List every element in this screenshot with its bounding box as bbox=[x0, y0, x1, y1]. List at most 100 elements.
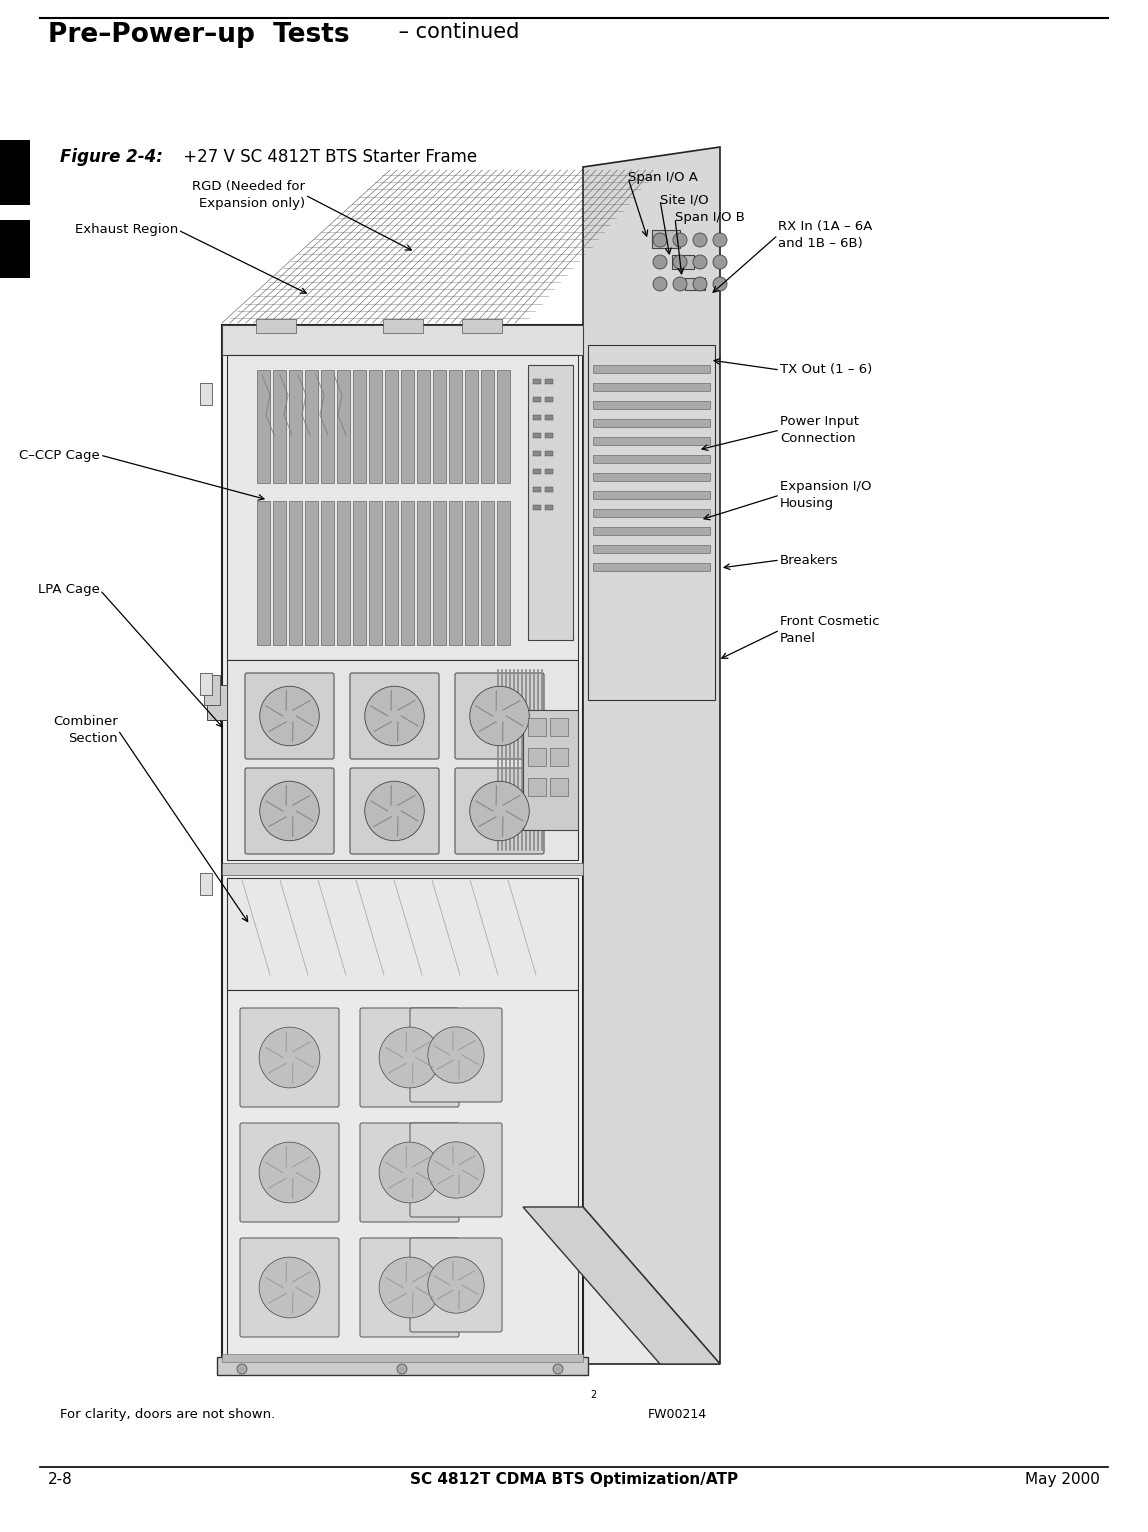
Bar bbox=[433, 501, 447, 645]
Bar bbox=[685, 277, 705, 290]
Circle shape bbox=[236, 1363, 247, 1374]
Bar bbox=[321, 501, 334, 645]
Bar bbox=[594, 473, 709, 481]
Bar bbox=[227, 878, 577, 990]
Bar bbox=[369, 501, 382, 645]
FancyBboxPatch shape bbox=[410, 1123, 502, 1216]
Bar bbox=[321, 371, 334, 483]
Bar bbox=[523, 709, 577, 830]
Text: Site I/O: Site I/O bbox=[660, 193, 708, 207]
Bar bbox=[433, 371, 447, 483]
Bar bbox=[273, 501, 286, 645]
FancyBboxPatch shape bbox=[350, 768, 439, 853]
Bar bbox=[594, 490, 709, 499]
Bar bbox=[352, 371, 366, 483]
Bar bbox=[305, 371, 318, 483]
Bar bbox=[449, 371, 461, 483]
Circle shape bbox=[379, 1026, 440, 1088]
Bar bbox=[594, 509, 709, 516]
Circle shape bbox=[259, 1141, 320, 1203]
Bar bbox=[0, 221, 30, 277]
Text: RGD (Needed for
Expansion only): RGD (Needed for Expansion only) bbox=[192, 181, 305, 210]
Bar bbox=[594, 401, 709, 409]
Circle shape bbox=[428, 1026, 484, 1083]
Bar bbox=[401, 501, 414, 645]
Text: Span I/O A: Span I/O A bbox=[628, 172, 698, 184]
Circle shape bbox=[470, 686, 529, 746]
FancyBboxPatch shape bbox=[240, 1123, 339, 1223]
FancyBboxPatch shape bbox=[240, 1008, 339, 1108]
Text: RX In (1A – 6A
and 1B – 6B): RX In (1A – 6A and 1B – 6B) bbox=[778, 221, 872, 250]
Text: 2-8: 2-8 bbox=[48, 1472, 72, 1488]
Text: Pre–Power–up  Tests: Pre–Power–up Tests bbox=[48, 21, 350, 47]
Circle shape bbox=[259, 781, 319, 841]
Bar bbox=[497, 371, 510, 483]
Circle shape bbox=[379, 1258, 440, 1318]
Text: FW00214: FW00214 bbox=[647, 1408, 707, 1422]
Bar bbox=[528, 365, 573, 640]
Bar bbox=[417, 371, 430, 483]
Bar bbox=[401, 371, 414, 483]
Circle shape bbox=[365, 781, 425, 841]
Text: SC 4812T CDMA BTS Optimization/ATP: SC 4812T CDMA BTS Optimization/ATP bbox=[410, 1472, 738, 1488]
Circle shape bbox=[693, 233, 707, 247]
Circle shape bbox=[365, 686, 425, 746]
Bar bbox=[200, 873, 212, 895]
Circle shape bbox=[470, 781, 529, 841]
Bar bbox=[545, 415, 553, 420]
Bar bbox=[305, 501, 318, 645]
Bar bbox=[200, 673, 212, 696]
Circle shape bbox=[259, 1026, 320, 1088]
Text: 2: 2 bbox=[7, 224, 23, 247]
Bar bbox=[594, 527, 709, 535]
Circle shape bbox=[653, 233, 667, 247]
Bar bbox=[465, 501, 478, 645]
Bar bbox=[338, 371, 350, 483]
Polygon shape bbox=[583, 147, 720, 1363]
Bar bbox=[545, 469, 553, 473]
Circle shape bbox=[397, 1363, 408, 1374]
Bar bbox=[533, 487, 541, 492]
Bar bbox=[545, 378, 553, 385]
FancyBboxPatch shape bbox=[360, 1238, 459, 1337]
Bar bbox=[528, 719, 546, 735]
Bar bbox=[257, 501, 270, 645]
Text: LPA Cage: LPA Cage bbox=[38, 584, 100, 596]
Bar bbox=[533, 434, 541, 438]
Text: Expansion I/O
Housing: Expansion I/O Housing bbox=[779, 480, 871, 510]
Bar bbox=[533, 450, 541, 457]
Circle shape bbox=[673, 233, 687, 247]
Bar bbox=[256, 319, 296, 332]
Circle shape bbox=[673, 254, 687, 270]
Polygon shape bbox=[222, 1207, 720, 1363]
FancyBboxPatch shape bbox=[455, 673, 544, 758]
Circle shape bbox=[693, 277, 707, 291]
Text: Span I/O B: Span I/O B bbox=[675, 211, 745, 225]
Bar bbox=[449, 501, 461, 645]
Bar bbox=[588, 345, 715, 700]
Bar bbox=[222, 1354, 583, 1362]
Bar bbox=[550, 748, 568, 766]
Bar bbox=[465, 371, 478, 483]
Circle shape bbox=[653, 254, 667, 270]
Circle shape bbox=[713, 233, 727, 247]
Bar bbox=[594, 418, 709, 427]
Circle shape bbox=[428, 1141, 484, 1198]
Bar bbox=[217, 1357, 588, 1376]
Polygon shape bbox=[523, 1207, 720, 1363]
Text: 2: 2 bbox=[590, 1390, 596, 1400]
Bar bbox=[385, 371, 398, 483]
Bar bbox=[533, 397, 541, 401]
Circle shape bbox=[713, 254, 727, 270]
Bar bbox=[533, 506, 541, 510]
Bar bbox=[207, 685, 227, 720]
Bar bbox=[594, 545, 709, 553]
Bar bbox=[200, 383, 212, 404]
Bar bbox=[672, 254, 695, 270]
Bar bbox=[594, 437, 709, 444]
Bar bbox=[417, 501, 430, 645]
Text: Figure 2-4:: Figure 2-4: bbox=[60, 149, 163, 165]
Bar bbox=[481, 371, 494, 483]
Bar bbox=[550, 719, 568, 735]
Text: For clarity, doors are not shown.: For clarity, doors are not shown. bbox=[60, 1408, 276, 1422]
